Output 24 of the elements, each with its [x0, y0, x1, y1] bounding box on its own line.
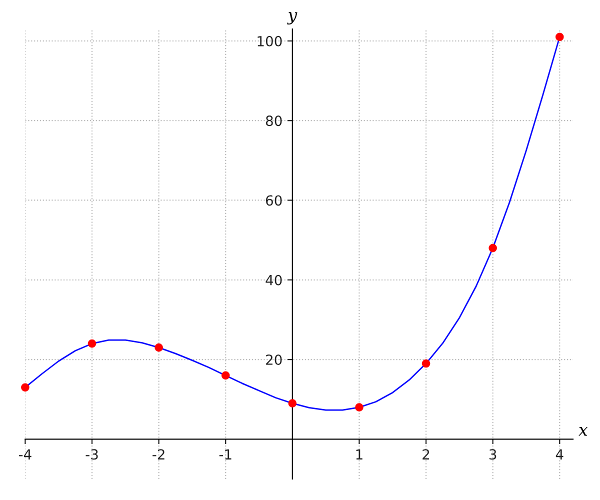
x-tick-label: -4	[18, 449, 32, 460]
x-tick-label: 3	[489, 449, 496, 460]
x-tick-label: -3	[86, 449, 98, 460]
point	[355, 403, 364, 412]
x-tick-label: -2	[152, 449, 164, 460]
y-tick-label: 80	[266, 116, 282, 126]
y-tick-label: 20	[266, 354, 282, 366]
x-axis-title: x	[578, 427, 588, 436]
point	[21, 383, 30, 392]
y-tick-label: 60	[266, 195, 282, 206]
point	[422, 359, 430, 368]
point	[154, 343, 163, 352]
point	[88, 339, 96, 348]
y-tick-label: 100	[258, 36, 282, 46]
point	[488, 244, 497, 252]
point	[288, 399, 297, 408]
point	[555, 32, 564, 42]
x-tick-label: 2	[422, 449, 430, 460]
point	[221, 371, 230, 380]
x-tick-label: -1	[219, 449, 232, 460]
x-tick-label: 4	[556, 449, 564, 460]
y-tick-label: 40	[266, 274, 282, 286]
x-tick-label: 1	[356, 449, 362, 460]
y-axis-title: y	[287, 12, 298, 24]
